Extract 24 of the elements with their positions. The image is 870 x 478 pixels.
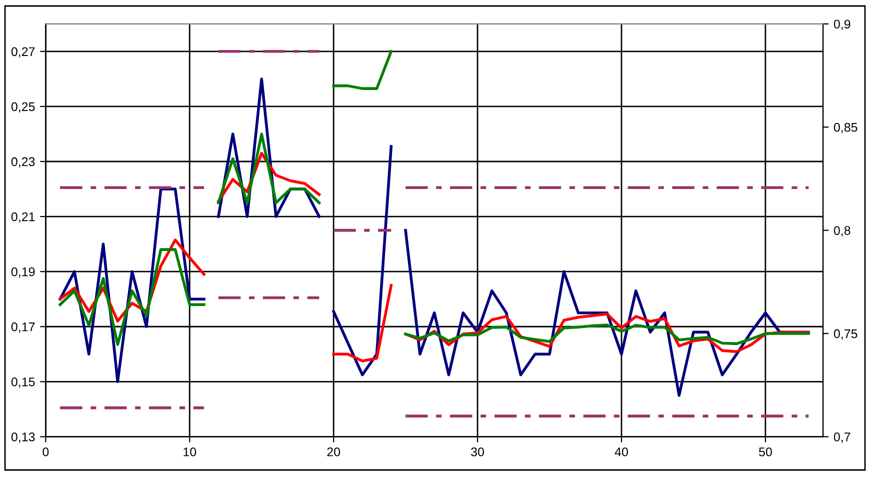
x-tick-label: 10	[184, 447, 196, 456]
line-series	[332, 144, 393, 376]
y-tick-label: 0,27	[11, 47, 35, 58]
y-tick-label: 0,21	[11, 212, 35, 223]
y-tick-label: 0,23	[11, 157, 35, 168]
line-series	[332, 284, 393, 362]
y2-tick-label: 0,85	[834, 122, 858, 134]
x-tick-label: 40	[614, 447, 628, 456]
x-tick-label: 20	[327, 447, 340, 456]
line-series	[58, 248, 206, 346]
line-series	[217, 132, 321, 204]
x-tick-label: 50	[758, 447, 772, 456]
y2-tick-label: 0,9	[834, 20, 850, 30]
y-tick-label: 0,19	[11, 267, 35, 278]
x-tick-label: 0	[42, 447, 49, 456]
y-tick-label: 0,25	[11, 102, 35, 113]
y2-tick-label: 0,8	[834, 226, 850, 236]
line-series	[404, 324, 810, 346]
y-tick-label: 0,13	[11, 432, 35, 443]
y-tick-label: 0,17	[11, 322, 35, 333]
y2-tick-label: 0,7	[834, 432, 850, 443]
y2-tick-label: 0,75	[834, 329, 858, 340]
x-tick-label: 30	[471, 447, 484, 456]
y-tick-label: 0,15	[11, 377, 35, 388]
